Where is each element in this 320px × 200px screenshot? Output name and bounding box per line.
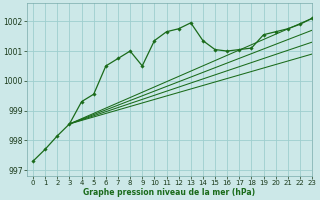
X-axis label: Graphe pression niveau de la mer (hPa): Graphe pression niveau de la mer (hPa) xyxy=(84,188,256,197)
